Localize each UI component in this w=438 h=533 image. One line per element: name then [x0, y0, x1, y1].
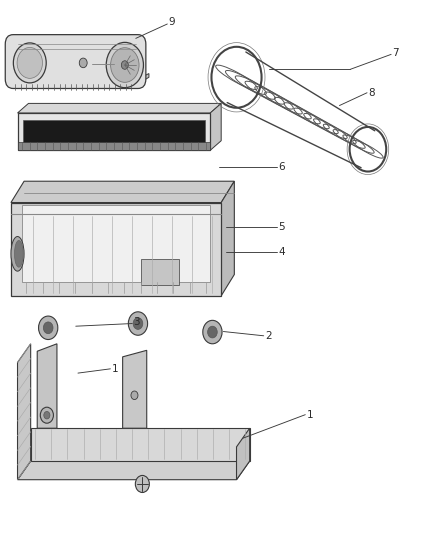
Text: 4: 4	[278, 247, 285, 256]
Circle shape	[121, 61, 128, 69]
Polygon shape	[18, 103, 221, 113]
Text: 5: 5	[278, 222, 285, 232]
FancyBboxPatch shape	[22, 205, 210, 282]
Circle shape	[135, 475, 149, 492]
Text: 3: 3	[134, 318, 140, 327]
Circle shape	[79, 58, 87, 68]
Circle shape	[131, 391, 138, 400]
Text: 1: 1	[307, 410, 313, 419]
Polygon shape	[11, 181, 234, 203]
Text: 6: 6	[278, 163, 285, 172]
Text: 7: 7	[392, 49, 399, 58]
Ellipse shape	[11, 237, 24, 271]
FancyBboxPatch shape	[18, 142, 210, 150]
Text: 8: 8	[368, 88, 374, 98]
Polygon shape	[13, 74, 149, 84]
FancyBboxPatch shape	[18, 113, 210, 150]
Circle shape	[208, 326, 217, 338]
Text: 2: 2	[265, 331, 272, 341]
Polygon shape	[18, 461, 250, 480]
FancyBboxPatch shape	[5, 35, 146, 88]
Polygon shape	[237, 428, 250, 480]
Polygon shape	[18, 344, 31, 480]
Polygon shape	[221, 181, 234, 296]
FancyBboxPatch shape	[141, 259, 179, 285]
Circle shape	[128, 312, 148, 335]
Text: 1: 1	[112, 364, 118, 374]
Polygon shape	[31, 428, 250, 461]
Ellipse shape	[17, 47, 42, 78]
Polygon shape	[210, 103, 221, 150]
Circle shape	[43, 322, 53, 334]
Polygon shape	[37, 344, 57, 428]
Circle shape	[39, 316, 58, 340]
FancyBboxPatch shape	[11, 203, 221, 296]
Ellipse shape	[14, 43, 46, 83]
Ellipse shape	[106, 43, 143, 87]
Circle shape	[44, 411, 50, 419]
Ellipse shape	[110, 48, 139, 83]
Circle shape	[203, 320, 222, 344]
Polygon shape	[123, 350, 147, 428]
Text: 9: 9	[169, 17, 175, 27]
Circle shape	[133, 318, 143, 329]
FancyBboxPatch shape	[23, 120, 205, 146]
Ellipse shape	[14, 240, 23, 267]
Circle shape	[40, 407, 53, 423]
